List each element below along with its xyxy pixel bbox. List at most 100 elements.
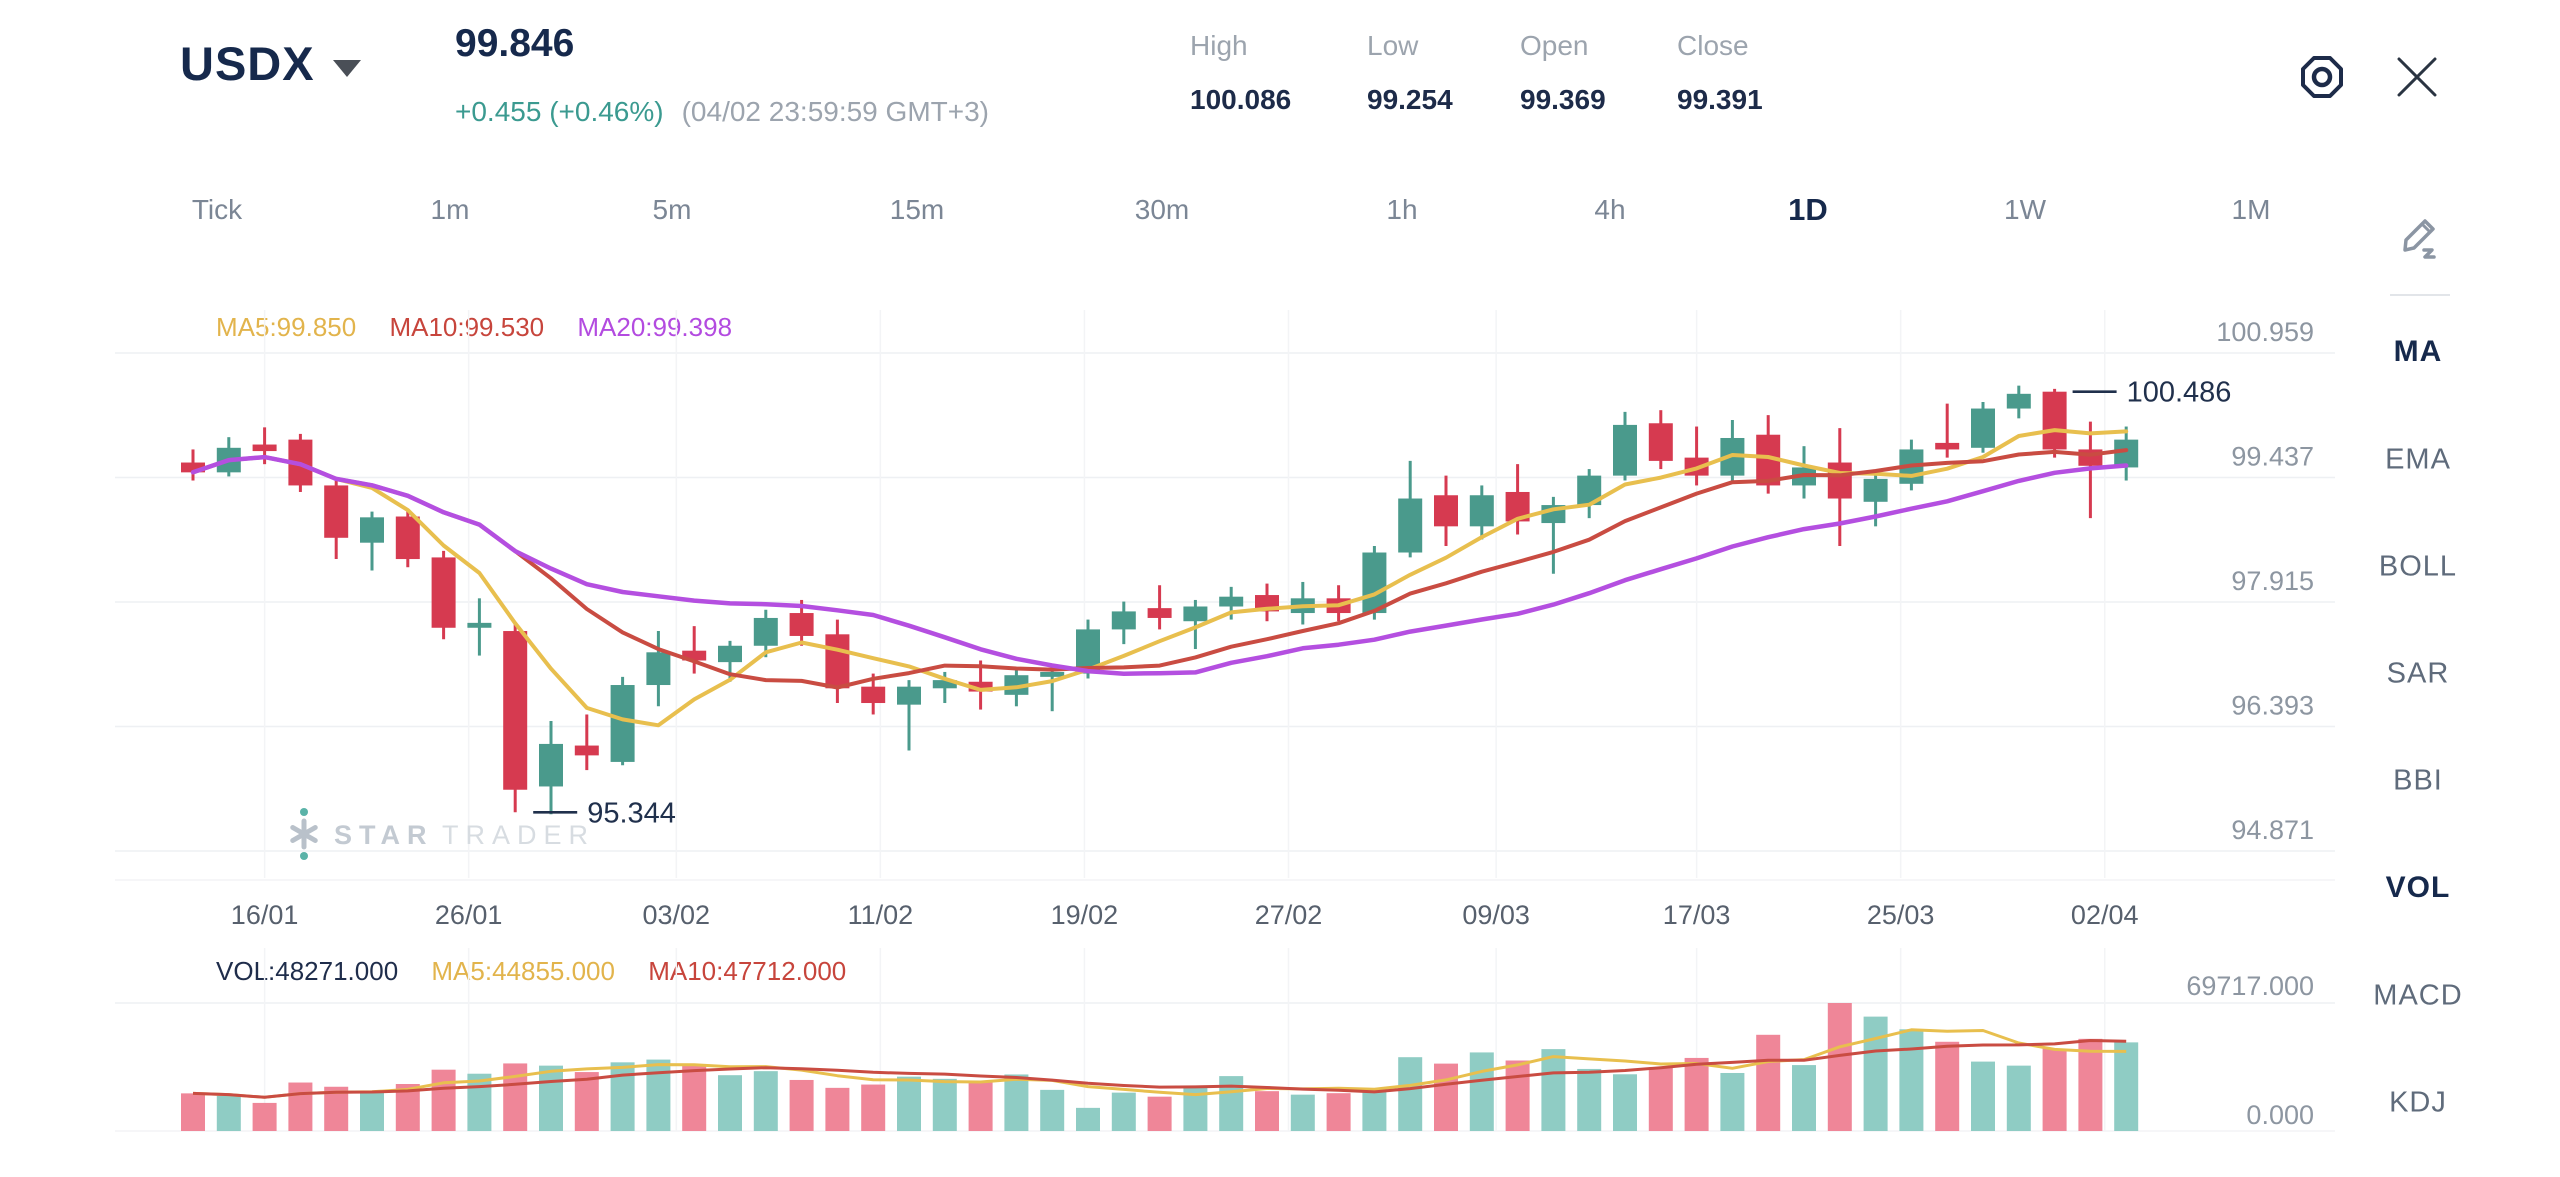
stat-close-value: 99.391 [1677,84,1763,115]
candle [1684,426,1709,486]
volume-bar [1362,1090,1387,1131]
tab-1m-month[interactable]: 1M [2231,194,2271,225]
tab-1d[interactable]: 1D [1788,192,1828,227]
tab-15m[interactable]: 15m [889,194,945,225]
svg-text:09/03: 09/03 [1462,900,1530,930]
candle [1147,585,1172,630]
tab-tick[interactable]: Tick [191,194,243,225]
svg-text:19/02: 19/02 [1051,900,1119,930]
candle [1720,419,1745,483]
volume-bar [932,1078,957,1131]
svg-text:02/04: 02/04 [2071,900,2139,930]
volume-bar [1827,1003,1852,1131]
candle [1111,601,1136,645]
tab-1w[interactable]: 1W [2004,194,2046,225]
indicator-ma[interactable]: MA [2393,335,2443,368]
volume-bar [1613,1074,1637,1131]
volume-bar [789,1079,814,1131]
quote-timestamp: (04/02 23:59:59 GMT+3) [681,96,989,127]
price-annotation: 100.486 [2072,377,2231,409]
candle [1362,545,1387,620]
startrader-watermark: STAR TRADER [290,808,595,860]
indicator-ema[interactable]: EMA [2385,443,2451,476]
volume-bar [646,1059,671,1131]
svg-text:17/03: 17/03 [1663,900,1731,930]
tab-1h[interactable]: 1h [1386,194,1418,225]
volume-bar [1971,1061,1995,1131]
candle [1648,410,1673,470]
candle [574,714,599,771]
stat-low-label: Low [1367,30,1419,61]
indicator-macd[interactable]: MACD [2373,979,2463,1012]
indicator-sar[interactable]: SAR [2386,657,2450,690]
svg-text:94.871: 94.871 [2231,815,2314,845]
volume-bar [2078,1038,2103,1131]
last-price: 99.846 [455,22,575,65]
vol-legend-value: VOL:48271.000 [216,956,399,986]
tab-1m[interactable]: 1m [430,194,470,225]
candles-layer [181,385,2139,815]
volume-bar [1863,1016,1888,1131]
settings-button[interactable] [2293,48,2351,106]
svg-text:TRADER: TRADER [442,820,595,850]
settings-hexagon-icon [2301,56,2343,98]
candle [968,660,993,710]
symbol-selector[interactable]: USDX [180,36,361,91]
volume-bar [1541,1049,1566,1131]
close-button[interactable] [2388,48,2446,106]
candle [360,511,384,571]
candle [1792,446,1816,499]
candle [1935,403,1960,458]
tab-4h[interactable]: 4h [1594,194,1626,225]
svg-text:27/02: 27/02 [1255,900,1323,930]
candle [1971,401,1995,453]
drawing-tools-button[interactable] [2394,208,2446,260]
volume-bar [1684,1057,1709,1131]
svg-text:69717.000: 69717.000 [2186,971,2314,1001]
svg-text:25/03: 25/03 [1867,900,1935,930]
price-axis-labels: 100.959 99.437 97.915 96.393 94.871 [2216,317,2314,845]
volume-bar [1326,1093,1351,1131]
svg-text:0.000: 0.000 [2246,1100,2314,1130]
tab-5m[interactable]: 5m [652,194,692,225]
volume-bar [1469,1052,1494,1131]
volume-bar [1147,1096,1172,1131]
volume-bars [181,1003,2139,1131]
price-change: +0.455 (+0.46%) [455,96,664,127]
ma5-line [191,428,2129,728]
stat-open-value: 99.369 [1520,84,1606,115]
svg-text:96.393: 96.393 [2231,691,2314,721]
volume-bar [2006,1065,2031,1131]
volume-bar [1076,1107,1100,1131]
volume-bar [574,1072,599,1131]
volume-bar [718,1075,742,1131]
volume-bar [753,1071,778,1131]
volume-bar [1004,1074,1029,1131]
volume-bar [1756,1034,1781,1131]
chevron-down-icon [332,60,361,77]
volume-bar [252,1102,277,1131]
indicator-vol[interactable]: VOL [2385,871,2451,904]
volume-bar [2042,1048,2067,1131]
candle [2006,385,2031,419]
candle [1398,460,1423,558]
candlestick-chart[interactable]: STAR TRADER 100.959 99.437 97.915 96.393 94.87… [0,280,2560,1177]
stat-open-label: Open [1520,30,1589,61]
svg-text:97.915: 97.915 [2231,566,2314,596]
volume-bar [288,1082,313,1131]
indicator-kdj[interactable]: KDJ [2389,1086,2447,1119]
tab-30m[interactable]: 30m [1134,194,1190,225]
svg-text:03/02: 03/02 [643,900,711,930]
candle [395,509,420,568]
date-axis-labels: 16/01 26/01 03/02 11/02 19/02 27/02 09/03 17/03… [231,900,2139,930]
svg-text:95.344: 95.344 [587,797,676,829]
candle [1827,428,1852,546]
indicator-bbi[interactable]: BBI [2393,764,2443,797]
candle [1290,581,1315,625]
stat-high-value: 100.086 [1190,84,1292,115]
candle [1255,583,1279,622]
indicator-boll[interactable]: BOLL [2378,550,2458,583]
volume-bar [2114,1042,2139,1131]
ma5-legend-value: MA5:99.850 [216,312,357,342]
